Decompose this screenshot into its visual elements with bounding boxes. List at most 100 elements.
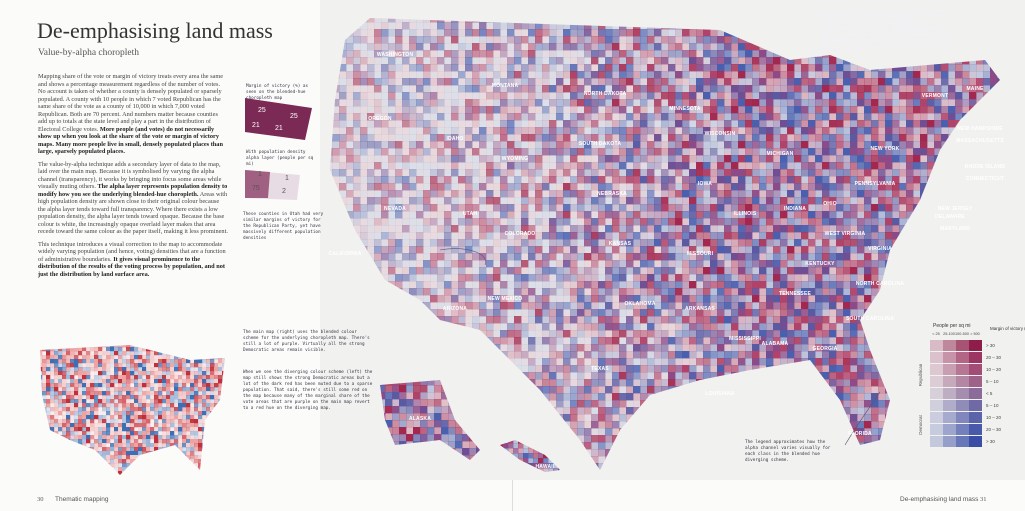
- county-cell: [514, 246, 522, 254]
- county-cell: [577, 148, 585, 156]
- county-cell: [787, 141, 795, 149]
- county-cell: [563, 302, 571, 310]
- county-cell: [507, 309, 515, 317]
- county-cell: [668, 232, 676, 240]
- county-cell: [836, 218, 844, 226]
- county-cell: [808, 127, 816, 135]
- county-cell: [535, 134, 543, 142]
- county-cell: [745, 57, 753, 65]
- county-cell: [794, 78, 802, 86]
- county-cell: [360, 113, 368, 121]
- county-cell: [822, 134, 830, 142]
- county-cell: [815, 316, 823, 324]
- county-cell: [640, 379, 648, 387]
- county-cell: [353, 134, 361, 142]
- county-cell: [465, 295, 473, 303]
- county-cell: [535, 351, 543, 359]
- county-cell: [647, 99, 655, 107]
- county-cell: [374, 92, 382, 100]
- county-cell: [773, 85, 781, 93]
- county-cell: [703, 162, 711, 170]
- county-cell: [430, 92, 438, 100]
- county-cell: [766, 218, 774, 226]
- county-cell: [815, 239, 823, 247]
- county-cell: [640, 134, 648, 142]
- county-cell: [626, 386, 634, 394]
- county-cell: [416, 22, 424, 30]
- county-cell: [500, 99, 508, 107]
- county-cell: [472, 176, 480, 184]
- county-cell: [745, 309, 753, 317]
- county-cell: [542, 372, 550, 380]
- county-cell: [430, 239, 438, 247]
- county-cell: [556, 36, 564, 44]
- county-cell: [619, 372, 627, 380]
- county-cell: [437, 288, 445, 296]
- county-cell: [549, 204, 557, 212]
- county-cell: [605, 120, 613, 128]
- county-cell: [612, 379, 620, 387]
- county-cell: [850, 78, 858, 86]
- county-cell: [353, 120, 361, 128]
- county-cell: [409, 232, 417, 240]
- county-cell: [437, 85, 445, 93]
- county-cell: [752, 288, 760, 296]
- county-cell: [626, 211, 634, 219]
- county-cell: [794, 316, 802, 324]
- county-cell: [563, 92, 571, 100]
- county-cell: [731, 176, 739, 184]
- county-cell: [430, 22, 438, 30]
- county-cell: [395, 169, 403, 177]
- county-cell: [675, 155, 683, 163]
- county-cell: [675, 309, 683, 317]
- county-cell: [507, 148, 515, 156]
- county-cell: [507, 190, 515, 198]
- county-cell: [514, 344, 522, 352]
- county-cell: [822, 99, 830, 107]
- county-cell: [486, 309, 494, 317]
- county-cell: [745, 127, 753, 135]
- county-cell: [388, 57, 396, 65]
- county-cell: [360, 57, 368, 65]
- county-cell: [416, 260, 424, 268]
- county-cell: [584, 442, 592, 450]
- county-cell: [843, 393, 851, 401]
- county-cell: [836, 253, 844, 261]
- county-cell: [710, 302, 718, 310]
- county-cell: [472, 78, 480, 86]
- county-cell: [808, 358, 816, 366]
- county-cell: [745, 92, 753, 100]
- county-cell: [703, 288, 711, 296]
- county-cell: [591, 337, 599, 345]
- county-cell: [472, 141, 480, 149]
- county-cell: [822, 85, 830, 93]
- county-cell: [815, 288, 823, 296]
- county-cell: [465, 253, 473, 261]
- county-cell: [731, 120, 739, 128]
- county-cell: [794, 176, 802, 184]
- county-cell: [682, 379, 690, 387]
- county-cell: [374, 134, 382, 142]
- county-cell: [843, 183, 851, 191]
- county-cell: [528, 232, 536, 240]
- county-cell: [402, 211, 410, 219]
- county-cell: [500, 260, 508, 268]
- county-cell: [598, 288, 606, 296]
- county-cell: [591, 57, 599, 65]
- county-cell: [843, 141, 851, 149]
- county-cell: [528, 99, 536, 107]
- county-cell: [458, 288, 466, 296]
- county-cell: [542, 393, 550, 401]
- county-cell: [584, 134, 592, 142]
- county-cell: [409, 204, 417, 212]
- county-cell: [339, 106, 347, 114]
- county-cell: [374, 204, 382, 212]
- county-cell: [640, 372, 648, 380]
- county-cell: [829, 309, 837, 317]
- county-cell: [731, 316, 739, 324]
- county-cell: [605, 358, 613, 366]
- county-cell: [500, 155, 508, 163]
- county-cell: [717, 337, 725, 345]
- county-cell: [570, 281, 578, 289]
- county-cell: [542, 386, 550, 394]
